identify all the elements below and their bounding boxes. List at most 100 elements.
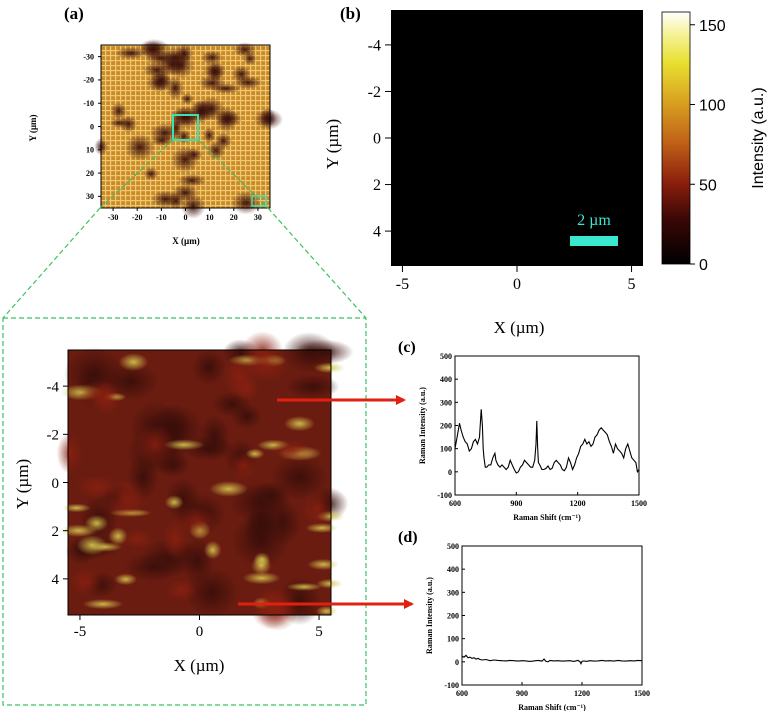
- dark-spot: [282, 331, 337, 373]
- panel-b-label: (b): [340, 4, 361, 23]
- y-tick-label: 200: [440, 422, 452, 431]
- dark-region: [110, 102, 127, 120]
- connector-right: [267, 207, 367, 319]
- x-tick-label: 600: [449, 499, 461, 508]
- x-tick-label: 20: [230, 213, 238, 222]
- y-tick-label: 0: [455, 658, 459, 667]
- bright-streak: [316, 578, 344, 589]
- red-region: [233, 376, 260, 402]
- dark-region: [214, 132, 233, 150]
- connector-left: [2, 207, 101, 319]
- y-tick-label: 500: [447, 542, 459, 551]
- y-tick-label: 300: [440, 398, 452, 407]
- panel-c-label: (c): [398, 339, 416, 356]
- red-region: [270, 438, 313, 462]
- panel-d-label: (d): [398, 529, 418, 546]
- small-region-box: [251, 195, 267, 207]
- red-region: [256, 587, 299, 632]
- y-tick-label: -100: [444, 681, 459, 690]
- x-tick-label: -5: [74, 624, 87, 640]
- scale-bar-label: 2 µm: [577, 212, 611, 229]
- x-tick-label: 5: [315, 624, 323, 640]
- x-axis-label: Raman Shift (cm⁻¹): [513, 513, 581, 522]
- panel-b-x-label: X (µm): [494, 318, 545, 337]
- x-tick-label: 5: [628, 276, 636, 293]
- zoom-image: [56, 331, 354, 632]
- x-tick-label: -5: [396, 276, 409, 293]
- dark-region: [151, 190, 180, 208]
- y-tick-label: -2: [368, 84, 381, 101]
- x-tick-label: 900: [510, 499, 522, 508]
- x-tick-label: 0: [196, 624, 204, 640]
- red-region: [78, 380, 116, 409]
- spectrum-c: 600 900 1200 1500 -100 0 100 200 300 400 500 Raman …: [418, 352, 647, 522]
- y-tick-label: 400: [440, 375, 452, 384]
- y-tick-label: 4: [373, 224, 381, 241]
- y-tick-label: -20: [83, 76, 94, 85]
- x-tick-label: 30: [254, 213, 262, 222]
- red-region: [179, 506, 216, 536]
- red-region: [69, 567, 104, 596]
- y-tick-label: 0: [448, 468, 452, 477]
- bright-streak: [164, 495, 184, 510]
- x-tick-label: -10: [156, 213, 167, 222]
- panel-a-label: (a): [64, 4, 84, 23]
- panel-b-image: [391, 10, 643, 266]
- zoom-dashed-box: [2, 317, 367, 706]
- y-tick-label: 300: [447, 588, 459, 597]
- dark-spot: [250, 481, 291, 510]
- bright-streak: [84, 514, 109, 532]
- bright-streak: [286, 582, 322, 591]
- red-region: [230, 451, 257, 480]
- x-tick-label: 1200: [574, 689, 590, 698]
- y-tick-label: 4: [52, 572, 60, 588]
- zoom-x-label: X (µm): [174, 656, 225, 675]
- x-axis-label: Raman Shift (cm⁻¹): [518, 703, 586, 711]
- dark-region: [180, 193, 206, 219]
- y-tick-label: 500: [440, 352, 452, 361]
- colorbar-ticks: 150 100 50 0: [690, 18, 726, 274]
- zoom-y-label: Y (µm): [13, 459, 32, 509]
- zoom-texture: [56, 331, 354, 632]
- y-tick-label: 100: [447, 635, 459, 644]
- panel-a-image: [94, 38, 284, 219]
- x-tick-label: 600: [456, 689, 468, 698]
- dark-spot: [231, 513, 290, 568]
- bright-streak: [283, 416, 315, 432]
- x-tick-label: 1500: [631, 499, 647, 508]
- x-tick-label: 0: [184, 213, 188, 222]
- zoom-y-ticks: -4 -2 0 2 4: [47, 379, 68, 588]
- dark-region: [253, 109, 284, 130]
- bright-streak: [307, 558, 340, 571]
- dark-spot: [285, 374, 340, 399]
- panel-b-x-ticks: -5 0 5: [396, 266, 636, 293]
- x-tick-label: 1200: [570, 499, 586, 508]
- red-region: [162, 518, 188, 562]
- dark-region: [201, 50, 224, 65]
- zoom-x-ticks: -5 0 5: [74, 615, 323, 640]
- panel-a-y-label: Y (µm): [28, 114, 38, 141]
- y-tick-label: 100: [440, 445, 452, 454]
- bright-streak: [313, 362, 346, 374]
- spectrum-line: [461, 654, 643, 665]
- connector-left-inner: [99, 139, 174, 209]
- colorbar-label: Intensity (a.u.): [750, 87, 767, 188]
- dark-region: [233, 42, 257, 58]
- x-tick-label: 900: [516, 689, 528, 698]
- colorbar-tick-label: 50: [699, 177, 717, 194]
- dark-region: [171, 146, 199, 173]
- y-tick-label: 10: [86, 146, 94, 155]
- red-region: [75, 474, 119, 499]
- panel-b-y-label: Y (µm): [323, 119, 342, 169]
- bright-streak: [203, 540, 222, 560]
- y-tick-label: 20: [86, 169, 94, 178]
- dark-region: [231, 65, 251, 83]
- dark-region: [120, 115, 138, 133]
- x-tick-label: -20: [132, 213, 143, 222]
- dark-region: [214, 106, 238, 133]
- y-tick-label: 0: [52, 476, 60, 492]
- bright-streak: [118, 353, 149, 372]
- y-tick-label: 2: [52, 524, 60, 540]
- dark-region: [177, 174, 207, 187]
